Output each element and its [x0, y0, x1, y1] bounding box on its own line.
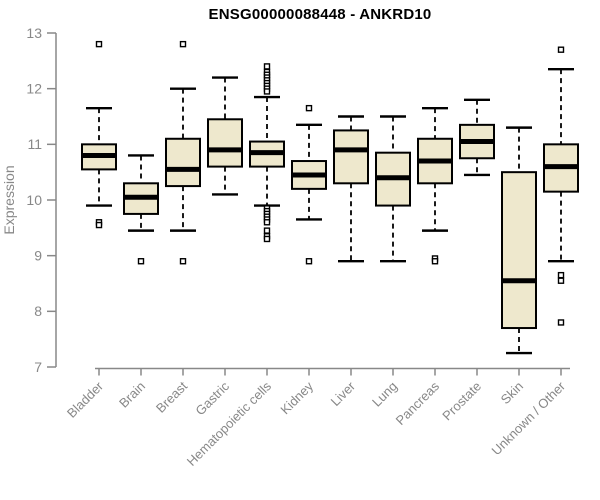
outlier-point — [263, 219, 271, 226]
outlier-point — [179, 258, 187, 265]
outlier-point — [95, 221, 103, 229]
outlier-point — [263, 88, 271, 95]
outlier-point — [179, 40, 187, 48]
y-tick-label: 12 — [26, 81, 42, 97]
iqr-box — [165, 137, 201, 188]
outlier-point — [557, 271, 565, 279]
x-category-label: Kidney — [277, 378, 316, 417]
x-category-label: Gastric — [192, 378, 232, 418]
outlier-point — [137, 258, 145, 265]
x-category-label: Brain — [116, 379, 148, 411]
outlier-point — [431, 258, 439, 265]
x-category-label: Breast — [153, 378, 190, 415]
outlier-point — [263, 63, 271, 70]
outlier-point — [263, 227, 271, 234]
x-category-label: Pancreas — [393, 378, 443, 428]
y-tick-label: 11 — [27, 136, 42, 152]
iqr-box — [207, 118, 243, 168]
y-tick-label: 10 — [26, 192, 42, 208]
iqr-box — [333, 129, 369, 185]
y-tick-label: 9 — [34, 248, 42, 264]
x-category-label: Unknown / Other — [489, 378, 569, 458]
chart-title: ENSG00000088448 - ANKRD10 — [208, 6, 432, 23]
y-tick-label: 7 — [34, 359, 42, 375]
box-liver: Liver — [328, 115, 369, 409]
iqr-box — [501, 171, 537, 330]
outlier-point — [557, 46, 565, 53]
outlier-point — [557, 319, 565, 326]
x-category-label: Skin — [498, 379, 526, 407]
outlier-point — [557, 277, 565, 284]
outlier-point — [95, 40, 103, 48]
x-category-label: Liver — [328, 378, 359, 409]
y-axis-title: Expression — [1, 165, 17, 234]
box-skin: Skin — [498, 126, 537, 407]
box-lung: Lung — [369, 115, 411, 410]
outlier-point — [305, 258, 313, 265]
y-tick-label: 13 — [26, 25, 42, 41]
box-gastric: Gastric — [192, 76, 243, 418]
y-tick-label: 8 — [34, 303, 42, 319]
box-bladder: Bladder — [64, 40, 117, 421]
outlier-point — [305, 104, 313, 112]
x-category-label: Prostate — [439, 379, 484, 424]
box-breast: Breast — [153, 40, 201, 416]
box-brain: Brain — [116, 154, 159, 411]
x-category-label: Bladder — [64, 378, 107, 421]
outlier-point — [263, 235, 271, 243]
x-category-label: Lung — [369, 379, 400, 410]
